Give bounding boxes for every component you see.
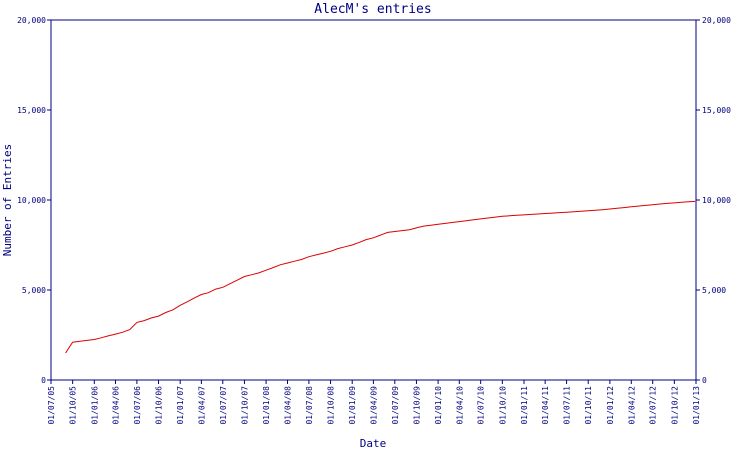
x-tick-label: 01/01/10	[434, 386, 443, 425]
x-tick-label: 01/10/06	[155, 386, 164, 425]
x-tick-label: 01/10/05	[69, 386, 78, 425]
x-tick-label: 01/04/08	[283, 386, 292, 425]
x-tick-label: 01/01/08	[262, 386, 271, 425]
x-tick-label: 01/07/12	[649, 386, 658, 425]
y-tick-label-left: 10,000	[17, 196, 46, 205]
y-axis-ticks: 0 0 5,000 5,000 10,000 10,000 15,000 15,000 20,0…	[17, 16, 731, 385]
x-tick-label: 01/10/10	[498, 386, 507, 425]
x-tick-label: 01/07/09	[391, 386, 400, 425]
y-tick-label-right: 15,000	[702, 106, 731, 115]
y-tick-label-left: 5,000	[22, 286, 46, 295]
series-line	[65, 200, 696, 354]
x-tick-label: 01/04/11	[541, 386, 550, 425]
y-axis-label: Number of Entries	[1, 144, 14, 257]
x-tick-label: 01/04/07	[197, 386, 206, 425]
x-tick-label: 01/07/10	[477, 386, 486, 425]
x-tick-label: 01/01/13	[692, 386, 701, 425]
x-tick-label: 01/04/06	[111, 386, 120, 425]
x-tick-label: 01/10/08	[327, 386, 336, 425]
x-tick-label: 01/10/07	[240, 386, 249, 425]
y-tick-label-right: 0	[702, 376, 707, 385]
plot-area	[50, 19, 697, 381]
x-tick-label: 01/07/08	[305, 386, 314, 425]
x-axis-label: Date	[360, 437, 387, 450]
y-tick-label-left: 15,000	[17, 106, 46, 115]
y-tick-label-right: 20,000	[702, 16, 731, 25]
chart-title: AlecM's entries	[314, 2, 431, 17]
y-tick-label-left: 20,000	[17, 16, 46, 25]
x-tick-label: 01/01/12	[606, 386, 615, 425]
x-axis-ticks: 01/07/05 01/10/05 01/01/06 01/04/06 01/07/06…	[47, 380, 701, 425]
x-tick-label: 01/04/10	[455, 386, 464, 425]
x-tick-label: 01/07/07	[219, 386, 228, 425]
x-tick-label: 01/10/12	[670, 386, 679, 425]
x-tick-label: 01/10/11	[584, 386, 593, 425]
x-tick-label: 01/07/11	[563, 386, 572, 425]
y-tick-label-right: 10,000	[702, 196, 731, 205]
x-tick-label: 01/10/09	[412, 386, 421, 425]
y-tick-label-left: 0	[41, 376, 46, 385]
x-tick-label: 01/01/09	[348, 386, 357, 425]
x-tick-label: 01/01/11	[520, 386, 529, 425]
series-layer	[65, 200, 696, 354]
x-tick-label: 01/04/12	[627, 386, 636, 425]
y-tick-label-right: 5,000	[702, 286, 726, 295]
x-tick-label: 01/01/07	[176, 386, 185, 425]
x-tick-label: 01/04/09	[369, 386, 378, 425]
x-tick-label: 01/07/06	[133, 386, 142, 425]
x-tick-label: 01/01/06	[90, 386, 99, 425]
x-tick-label: 01/07/05	[47, 386, 56, 425]
